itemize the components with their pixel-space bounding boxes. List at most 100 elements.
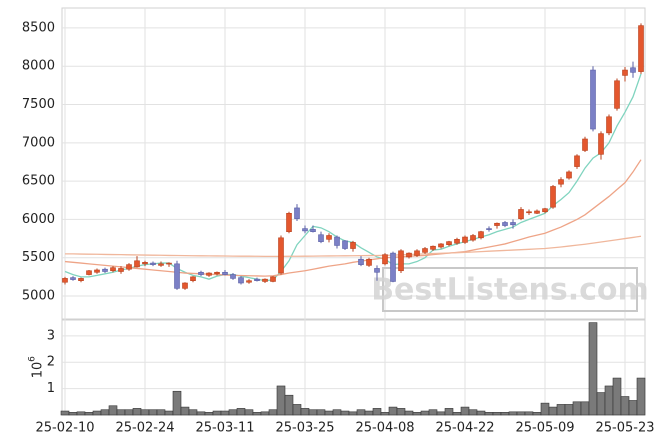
volume-bar: [580, 401, 590, 416]
watermark: BestListens.com: [371, 273, 649, 308]
candle-body: [566, 171, 572, 179]
candle: [638, 23, 644, 74]
volume-bar: [468, 409, 478, 416]
y-tick-label: 6000: [22, 212, 55, 227]
x-tick-label: 25-02-24: [115, 421, 174, 436]
candle-body: [62, 278, 68, 283]
candle-body: [190, 276, 196, 281]
candle: [262, 278, 268, 283]
candle: [366, 257, 372, 267]
candle-body: [222, 271, 228, 275]
candle-body: [142, 262, 148, 265]
candle-body: [254, 278, 260, 281]
candle-body: [302, 228, 308, 232]
candle: [390, 251, 396, 283]
volume-bar: [84, 412, 94, 416]
volume-bar: [172, 390, 182, 416]
candle-body: [150, 262, 156, 265]
volume-bar: [452, 412, 462, 416]
candle-body: [110, 267, 116, 272]
y-tick-label: 3: [47, 328, 55, 343]
candle: [574, 154, 580, 169]
volume-bar: [604, 385, 614, 416]
watermark-group: BestListens.com: [371, 267, 649, 312]
volume-bar: [92, 410, 102, 416]
candle: [134, 256, 140, 268]
volume-bar: [268, 409, 278, 416]
candle: [334, 235, 340, 249]
candle: [238, 276, 244, 285]
volume-bar: [524, 411, 534, 416]
volume-bar: [612, 377, 622, 416]
candle: [446, 240, 452, 247]
x-tick-label: 25-04-22: [435, 421, 494, 436]
candle: [518, 207, 524, 221]
candle-body: [94, 269, 100, 273]
y-tick-label: 8500: [22, 20, 55, 35]
candle: [174, 260, 180, 290]
scale-exponent: 6: [28, 356, 38, 362]
candle-body: [342, 240, 348, 249]
candle-body: [126, 264, 132, 270]
candle: [478, 230, 484, 240]
volume-bar: [564, 404, 574, 416]
candle-body: [374, 268, 380, 273]
volume-bar: [388, 406, 398, 416]
candle: [454, 237, 460, 245]
volume-bar: [628, 400, 638, 416]
volume-bar: [180, 406, 190, 416]
candle-body: [510, 222, 516, 226]
candle-body: [350, 242, 356, 249]
candle: [62, 276, 68, 285]
candle: [214, 271, 220, 276]
candle-body: [70, 277, 76, 280]
candle-body: [118, 268, 124, 272]
candle: [470, 233, 476, 242]
candle-body: [638, 25, 644, 72]
candle: [326, 233, 332, 243]
volume-bar: [428, 409, 438, 416]
volume-bar: [588, 322, 598, 416]
candle-body: [206, 272, 212, 276]
candle: [398, 249, 404, 274]
volume-bar: [244, 409, 254, 416]
candle: [430, 245, 436, 251]
volume-bar: [324, 410, 334, 416]
candle: [158, 261, 164, 267]
candle-body: [486, 228, 492, 230]
volume-bar: [300, 408, 310, 416]
candle-body: [502, 222, 508, 226]
volume-bar: [76, 411, 86, 416]
candle-body: [582, 138, 588, 151]
candle: [86, 269, 92, 276]
candle: [462, 235, 468, 244]
volume-bar: [356, 409, 366, 416]
scale-base: 10: [31, 362, 46, 379]
volume-bar: [308, 409, 318, 416]
candle-body: [398, 250, 404, 272]
volume-bar: [412, 412, 422, 416]
y-tick-label: 2: [47, 355, 55, 370]
candle-body: [238, 277, 244, 284]
candle-body: [334, 236, 340, 246]
volume-bar: [156, 409, 166, 416]
volume-bar: [508, 411, 518, 416]
candle: [566, 170, 572, 180]
candle: [190, 276, 196, 283]
candle-body: [518, 209, 524, 219]
candle: [278, 235, 284, 275]
volume-bar: [276, 385, 286, 416]
volume-bar: [124, 409, 134, 416]
candle: [150, 261, 156, 267]
candle-body: [598, 133, 604, 155]
volume-bar: [532, 412, 542, 416]
volume-bar: [164, 410, 174, 416]
volume-bar: [460, 406, 470, 416]
candle: [358, 256, 364, 267]
candle: [542, 207, 548, 214]
candle-body: [406, 252, 412, 258]
candle-body: [550, 186, 556, 208]
x-tick-label: 25-03-25: [275, 421, 334, 436]
volume-bar: [148, 409, 158, 416]
candle-body: [286, 212, 292, 232]
